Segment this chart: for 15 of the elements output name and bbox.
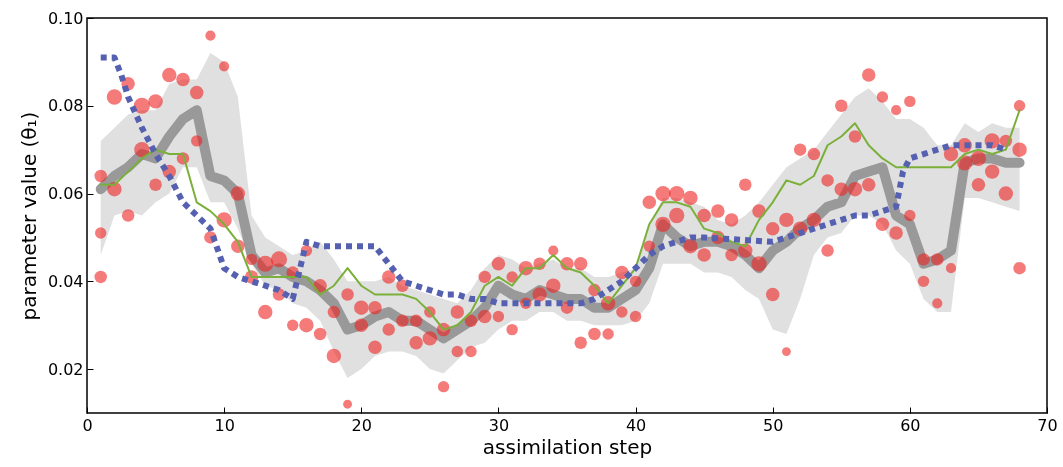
x-tick-label: 60	[900, 415, 921, 435]
x-tick-label: 30	[488, 415, 510, 435]
x-tick-label: 50	[763, 415, 784, 435]
y-tick-label: 0.10	[47, 8, 84, 28]
x-tick-label: 10	[214, 415, 235, 435]
x-tick-label: 40	[625, 415, 647, 435]
y-axis-title: parameter value (θ₁)	[16, 111, 41, 321]
x-tick-label: 70	[1037, 415, 1058, 435]
y-tick-label: 0.04	[47, 271, 84, 291]
x-axis-title: assimilation step	[482, 434, 653, 459]
y-tick-label: 0.08	[47, 96, 84, 116]
x-tick-label: 0	[82, 415, 93, 435]
y-tick-label: 0.02	[47, 359, 84, 379]
y-tick-label: 0.06	[47, 184, 84, 204]
x-tick-label: 20	[351, 415, 372, 435]
